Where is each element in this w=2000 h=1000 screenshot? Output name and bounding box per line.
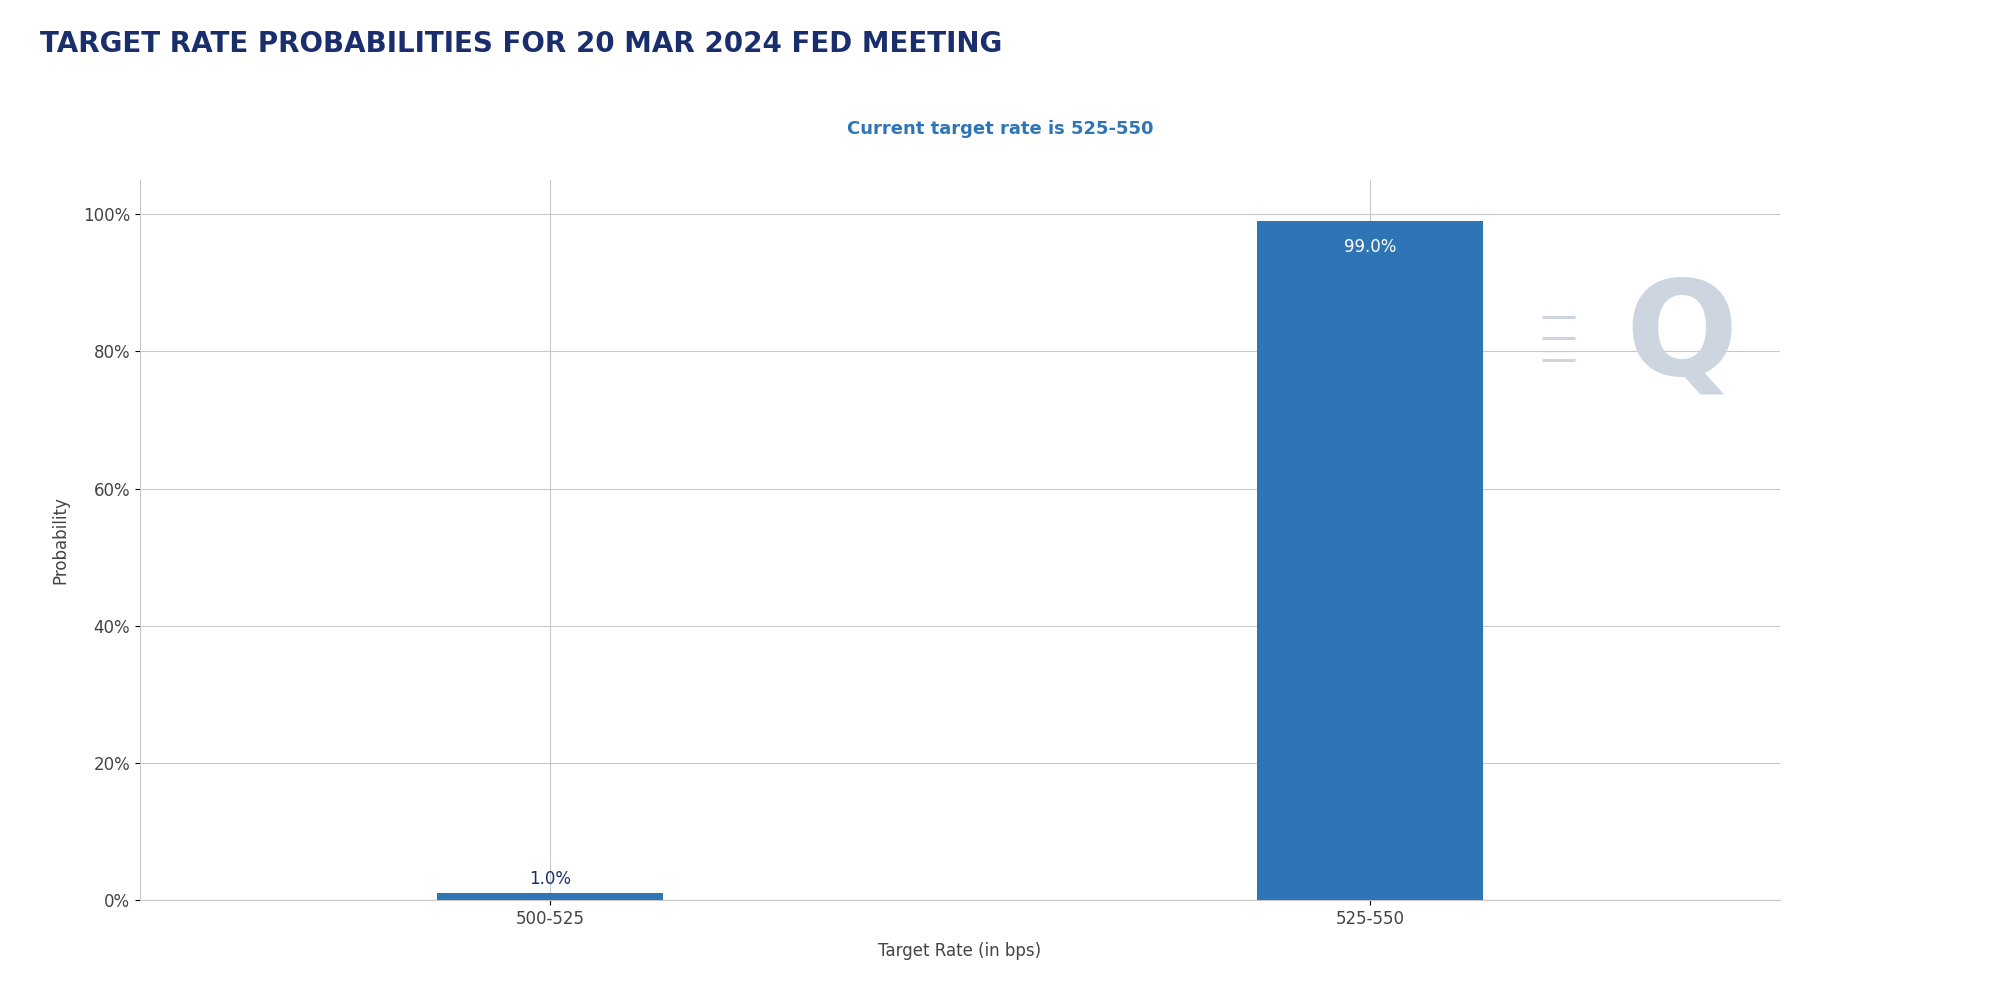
Text: TARGET RATE PROBABILITIES FOR 20 MAR 2024 FED MEETING: TARGET RATE PROBABILITIES FOR 20 MAR 202… <box>40 30 1002 58</box>
X-axis label: Target Rate (in bps): Target Rate (in bps) <box>878 942 1042 960</box>
Y-axis label: Probability: Probability <box>52 496 70 584</box>
Bar <box>438 893 662 900</box>
Text: 99.0%: 99.0% <box>1344 238 1396 256</box>
Text: Q: Q <box>1626 275 1738 402</box>
Bar <box>1258 221 1482 900</box>
Text: 1.0%: 1.0% <box>528 870 572 888</box>
Text: Current target rate is 525-550: Current target rate is 525-550 <box>846 120 1154 138</box>
